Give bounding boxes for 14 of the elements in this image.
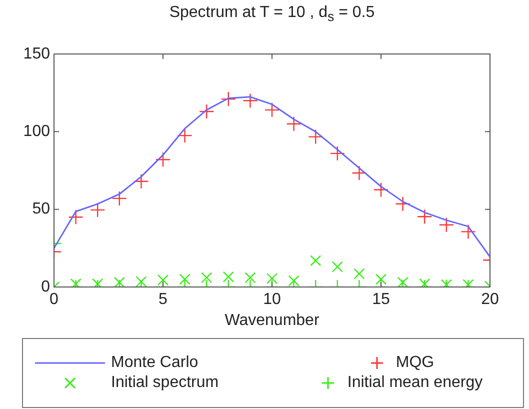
x-axis-title: Wavenumber [224, 312, 320, 330]
legend-label: Initial spectrum [111, 374, 220, 392]
x-tick-label: 5 [158, 291, 168, 308]
chart-title: Spectrum at T = 10 , d$_{s}$ = 0.5 [168, 4, 376, 24]
legend-label: Initial mean energy [347, 374, 483, 392]
x-tick-label: 20 [481, 291, 499, 308]
x-tick-label: 15 [372, 291, 390, 308]
x-tick-label: 10 [263, 291, 281, 308]
y-tick-label: 100 [23, 123, 50, 140]
y-tick-label: 150 [23, 45, 50, 62]
legend-label: Monte Carlo [111, 354, 200, 372]
legend-label: MQG [396, 354, 434, 372]
y-tick-label: 50 [32, 200, 50, 218]
y-tick-label: 0 [41, 278, 50, 296]
